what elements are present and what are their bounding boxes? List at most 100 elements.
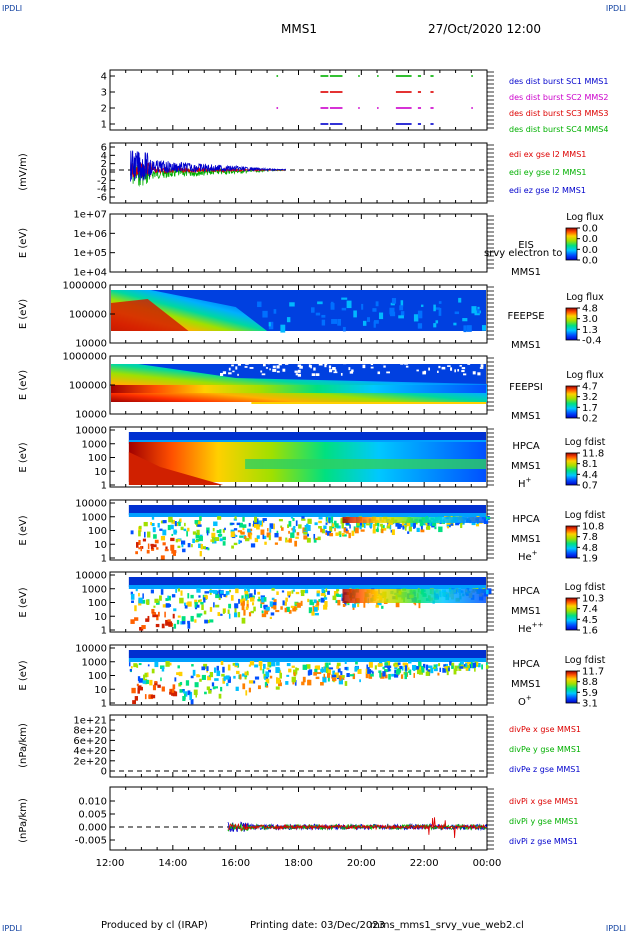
feepsi-sparse-pixel — [386, 371, 391, 374]
hpca_o-pixel — [262, 663, 266, 669]
hpca_he2-pixel — [284, 607, 287, 613]
feepsi-sparse-pixel — [265, 367, 269, 369]
corner-label-br: IPDLI — [605, 924, 626, 933]
hpca_he-pixel — [151, 516, 155, 520]
burst-interval — [395, 107, 412, 109]
feepse-pixel — [389, 307, 395, 315]
colorbar-tick-label: 0.0 — [582, 234, 598, 245]
hpca_o-pixel — [341, 676, 345, 680]
divpi-panel-frame — [109, 786, 488, 851]
hpca_he2-pixel — [241, 595, 244, 601]
colorbar-tick-label: 0.0 — [582, 256, 598, 267]
hpca_he2-pixel — [261, 596, 265, 603]
colorbar-tick-label: 1.6 — [582, 626, 598, 637]
efield-ylabel: (mV/m) — [18, 153, 29, 191]
hpca_he2-pixel — [335, 600, 339, 604]
hpca_o-pixel — [470, 661, 473, 668]
burst-interval — [430, 107, 434, 109]
feepsi-sparse-pixel — [235, 366, 238, 370]
hpca_he-pixel — [173, 529, 177, 535]
hpca_o-pixel — [174, 677, 177, 682]
hpca_he-pixel — [222, 536, 226, 541]
burst-interval — [417, 123, 422, 125]
hpca_he2-pixel — [281, 590, 285, 593]
hpca_he-pixel — [245, 537, 250, 542]
colorbar-tick-label: 7.8 — [582, 532, 598, 543]
hpca_he2-pixel — [150, 589, 154, 594]
hpca_he-pixel — [447, 525, 449, 529]
hpca_he2-pixel — [246, 600, 249, 604]
x-axis-tick-label: 12:00 — [96, 858, 125, 869]
hpca_o-pixel — [370, 673, 374, 677]
feepsi-sparse-pixel — [480, 364, 484, 368]
hpca_o-pixel — [285, 681, 289, 685]
hpca_he2-pixel — [265, 606, 270, 611]
feepsi-sparse-pixel — [342, 362, 347, 365]
hpca_he2-pixel — [260, 603, 263, 609]
hpca_he-pixel — [230, 529, 235, 533]
feepsi-sparse-pixel — [447, 365, 451, 367]
hpca_he-pixel — [374, 521, 377, 527]
hpca_he-pixel — [315, 537, 318, 540]
feepsi-ylabel: E (eV) — [18, 370, 29, 400]
feepse-sc: MMS1 — [511, 340, 541, 351]
burst-interval — [276, 107, 279, 109]
hpca_he-pixel — [250, 543, 256, 548]
hpca_he2-pixel — [141, 625, 146, 630]
hpca_he-pixel — [199, 550, 202, 557]
hpca_he-pixel — [438, 526, 443, 533]
feepsi-sparse-pixel — [328, 365, 332, 369]
hpca_o-pixel — [178, 671, 183, 677]
hpca_he-ylabel: E (eV) — [18, 515, 29, 545]
y-tick-label: 100 — [88, 598, 107, 609]
burst-interval — [320, 107, 329, 109]
hpca_o-pixel — [154, 681, 157, 684]
hpca_he2-pixel — [240, 599, 245, 606]
hpca_he2-pixel — [200, 601, 204, 605]
hpca_o-pixel — [131, 687, 136, 694]
feepsi-sparse-pixel — [294, 370, 298, 373]
hpca_he-pixel — [349, 524, 351, 529]
hpca_he-pixel — [181, 540, 186, 545]
hpca_he-pixel — [332, 523, 335, 527]
hpca_he-pixel — [195, 540, 199, 543]
hpca_o-pixel — [269, 665, 272, 668]
hpca_he-late-band — [342, 517, 486, 523]
hpca_h-mid-band — [245, 459, 486, 469]
hpca_o-pixel — [446, 669, 449, 676]
hpca_o-pixel — [388, 673, 391, 680]
feepsi-sparse-pixel — [340, 360, 344, 363]
hpca_o-pixel — [187, 690, 191, 696]
burst-interval — [417, 91, 422, 93]
hpca_o-pixel — [314, 665, 319, 670]
hpca_o-pixel — [254, 664, 259, 668]
hpca_he2-pixel — [249, 593, 253, 598]
feepse-pixel — [362, 320, 367, 326]
y-tick-label: 10000 — [75, 426, 107, 437]
hpca_o-pixel — [437, 672, 440, 676]
hpca_o-pixel — [149, 679, 153, 686]
y-tick-label: 1000 — [82, 657, 107, 668]
hpca_he2-pixel — [309, 599, 313, 606]
hpca_he2-pixel — [252, 595, 255, 599]
hpca_he2-pixel — [271, 597, 275, 601]
hpca_he2-pixel — [244, 588, 246, 593]
hpca_he-pixel — [192, 538, 195, 544]
feepse-pixel — [413, 314, 419, 322]
colorbar-tick-label: -0.4 — [582, 336, 602, 347]
hpca_he-pixel — [162, 542, 166, 546]
hpca_he2-pixel — [162, 604, 167, 608]
hpca_o-pixel — [382, 671, 386, 677]
hpca_he2-pixel — [228, 613, 231, 619]
hpca_he-pixel — [408, 526, 412, 532]
feepse-pixel — [417, 323, 423, 329]
hpca_o-pixel — [191, 664, 194, 667]
feepsi-instrument: FEEPSI — [509, 382, 543, 393]
hpca_he2-pixel — [242, 598, 246, 601]
feepse-pixel — [321, 319, 326, 326]
feepsi-sparse-pixel — [428, 367, 430, 371]
hpca_he-pixel — [301, 516, 305, 520]
hpca_he-pixel — [204, 547, 209, 550]
hpca_he-pixel — [321, 528, 325, 534]
burst-interval — [430, 91, 434, 93]
